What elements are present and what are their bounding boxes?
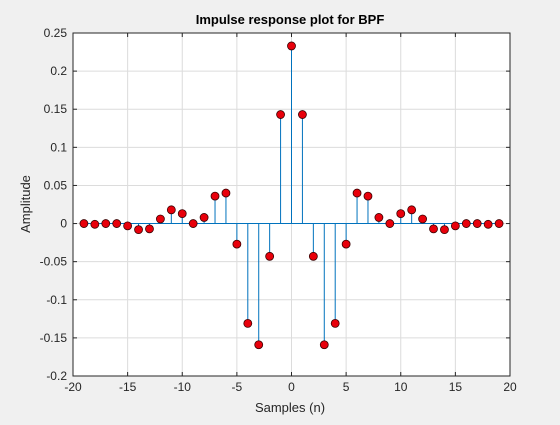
x-tick-label: 0 [288,380,295,394]
stem-marker [374,213,384,222]
stem-marker [232,239,242,249]
y-axis-label: Amplitude [18,175,33,233]
x-axis-label: Samples (n) [255,400,325,415]
stem-marker [407,205,417,215]
stem-marker [177,209,187,219]
y-tick-label: -0.05 [40,255,68,269]
stem-marker [265,251,275,261]
stem-marker [418,214,428,224]
y-tick-label: 0.1 [50,140,67,154]
stem-marker [298,110,307,119]
y-tick-label: 0.15 [44,102,68,116]
y-tick-label: 0.05 [44,178,68,192]
stem-marker [319,340,329,350]
stem-marker [472,219,482,228]
y-tick-label: 0 [60,217,67,231]
stem-marker [123,221,133,231]
x-tick-label: -15 [119,380,137,394]
stem-marker [79,219,89,228]
x-tick-label: 10 [394,380,408,394]
y-tick-label: -0.2 [46,369,67,383]
y-tick-label: -0.1 [46,293,67,307]
stem-marker [396,209,406,219]
stem-marker [166,205,176,215]
stem-marker [243,319,253,328]
stem-marker [254,340,264,350]
axis-ticks [72,32,511,377]
stem-markers [79,41,504,350]
stem-marker [429,224,438,234]
x-tick-label: -5 [232,380,243,394]
stem-marker [134,225,143,235]
y-tick-label: 0.25 [44,26,68,40]
stem-marker [483,219,493,229]
x-tick-label: -10 [174,380,192,394]
stem-marker [308,251,318,261]
y-tick-labels: -0.2 -0.15 -0.1 -0.05 0 0.05 0.1 0.15 0.2 0.25 [40,26,68,383]
stem-marker [221,188,231,198]
stem-marker [352,188,362,198]
stem-marker [112,219,122,228]
stem-marker [101,219,111,228]
stem-marker [330,319,340,328]
x-tick-label: 15 [449,380,463,394]
x-tick-label: -20 [64,380,82,394]
stem-marker [440,225,449,235]
stem-marker [287,41,296,51]
stem-marker [385,219,395,228]
stem-marker [210,191,220,201]
chart-title: Impulse response plot for BPF [196,12,385,27]
stem-marker [450,221,460,231]
stem-marker [188,219,198,228]
stem-marker [363,191,373,201]
x-tick-labels: -20 -15 -10 -5 0 5 10 15 20 [64,380,517,394]
stem-marker [341,239,351,249]
x-tick-label: 5 [343,380,350,394]
stem-marker [494,219,504,228]
x-tick-label: 20 [503,380,517,394]
y-tick-label: 0.2 [50,64,67,78]
stem-marker [461,219,471,228]
stem-marker [90,219,100,229]
stem-marker [145,224,154,234]
y-tick-label: -0.15 [40,331,68,345]
stem-marker [155,214,165,224]
stem-marker [199,213,209,222]
stem-marker [276,110,285,119]
